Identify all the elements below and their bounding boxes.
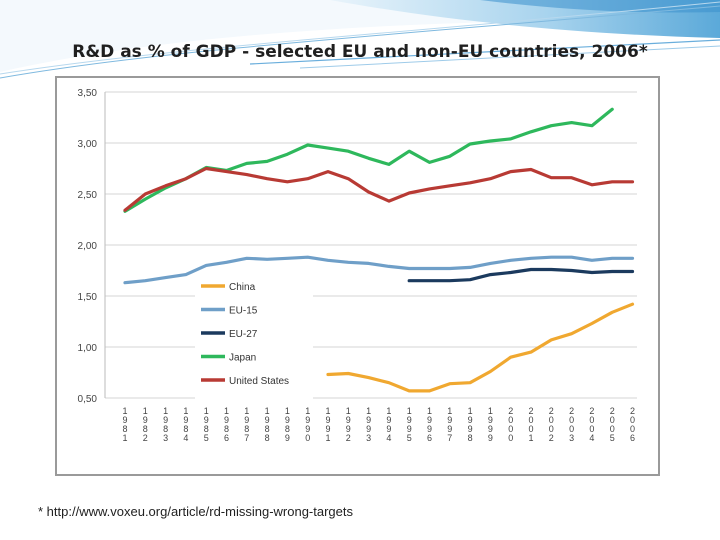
x-tick-labels: 1 9 8 1 1 9 8 2 1 9 8 3 1 9 8 4 1 9 8 5 1 9 8 6 1 9 8 7 1 9 8 8 1 9 8 9 1 9 9 0…: [122, 406, 635, 443]
line-chart: 0,501,001,502,002,503,003,50 1 9 8 11 9 8 21 9 8…: [78, 88, 637, 443]
y-tick-label: 2,00: [78, 241, 98, 252]
legend: China EU-15 EU-27 Japan United States: [195, 272, 313, 400]
legend-label: EU-15: [229, 306, 258, 317]
series-line-united-states: [123, 166, 635, 212]
y-tick-label: 1,00: [78, 343, 98, 354]
source-footnote: * http://www.voxeu.org/article/rd-missin…: [38, 504, 354, 519]
y-tick-label: 2,50: [78, 190, 98, 201]
legend-label: Japan: [229, 353, 256, 364]
slide-title: R&D as % of GDP - selected EU and non-EU…: [72, 42, 648, 62]
series-line-eu-27: [407, 267, 635, 283]
series-line-japan: [123, 107, 614, 213]
series-lines: [123, 107, 635, 393]
series-line-china: [326, 302, 635, 393]
y-tick-label: 1,50: [78, 292, 98, 303]
legend-label: China: [229, 282, 256, 293]
grid-layer: [104, 91, 637, 399]
legend-label: EU-27: [229, 329, 258, 340]
y-tick-labels: 0,50 1,00 1,50 2,00 2,50 3,00 3,50: [78, 88, 98, 405]
legend-label: United States: [229, 376, 289, 387]
header-swoosh-decoration: [0, 0, 720, 79]
y-tick-label: 0,50: [78, 394, 98, 405]
y-tick-label: 3,00: [78, 139, 98, 150]
y-tick-label: 3,50: [78, 88, 98, 99]
series-line-eu-15: [123, 255, 635, 285]
